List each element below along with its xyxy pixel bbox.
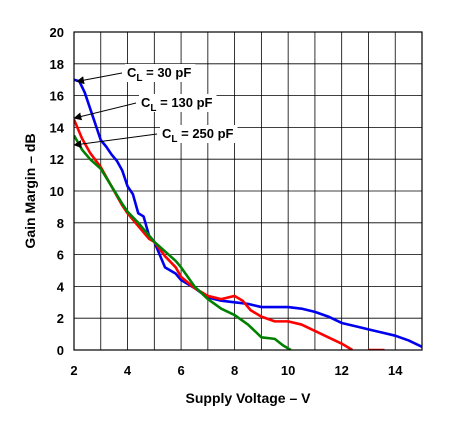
x-tick-label: 4: [124, 363, 132, 378]
legend-label: CL = 130 pF: [141, 95, 213, 114]
y-tick-label: 20: [50, 25, 64, 40]
y-tick-label: 6: [57, 248, 64, 263]
x-tick-label: 6: [177, 363, 184, 378]
x-tick-label: 2: [70, 363, 77, 378]
grid-lines: [74, 32, 422, 350]
x-tick-label: 14: [388, 363, 403, 378]
legend-label-background: [125, 64, 196, 82]
y-tick-label: 4: [57, 279, 65, 294]
y-tick-label: 12: [50, 152, 64, 167]
y-tick-label: 10: [50, 184, 64, 199]
x-tick-label: 12: [334, 363, 348, 378]
legend-arrow: [73, 133, 158, 149]
y-tick-label: 16: [50, 89, 64, 104]
plot-frame: [73, 31, 423, 351]
y-tick-label: 0: [57, 343, 64, 358]
legend-label: CL = 30 pF: [127, 65, 191, 84]
x-axis-label: Supply Voltage – V: [186, 390, 312, 406]
legend-annotations: CL = 30 pF CL = 130 pF CL = 250 pF: [73, 64, 238, 149]
y-axis-label: Gain Margin – dB: [22, 133, 38, 248]
series-line-3: [74, 134, 292, 350]
legend-label-background: [139, 94, 217, 112]
legend-label: CL = 250 pF: [162, 126, 234, 145]
y-tick-label: 18: [50, 57, 64, 72]
legend-arrow: [76, 72, 123, 85]
y-tick-label: 8: [57, 216, 64, 231]
series-lines: [74, 78, 422, 350]
y-tick-label: 14: [50, 120, 65, 135]
y-tick-labels: 0 2 4 6 8 10 12 14 16 18 20: [50, 25, 65, 358]
x-tick-label: 8: [231, 363, 238, 378]
series-line-1: [74, 78, 422, 348]
x-tick-labels: 2 4 6 8 10 12 14: [70, 363, 403, 378]
y-tick-label: 2: [57, 311, 64, 326]
x-tick-label: 10: [281, 363, 295, 378]
legend-label-background: [160, 125, 238, 143]
legend-arrow: [73, 102, 137, 121]
